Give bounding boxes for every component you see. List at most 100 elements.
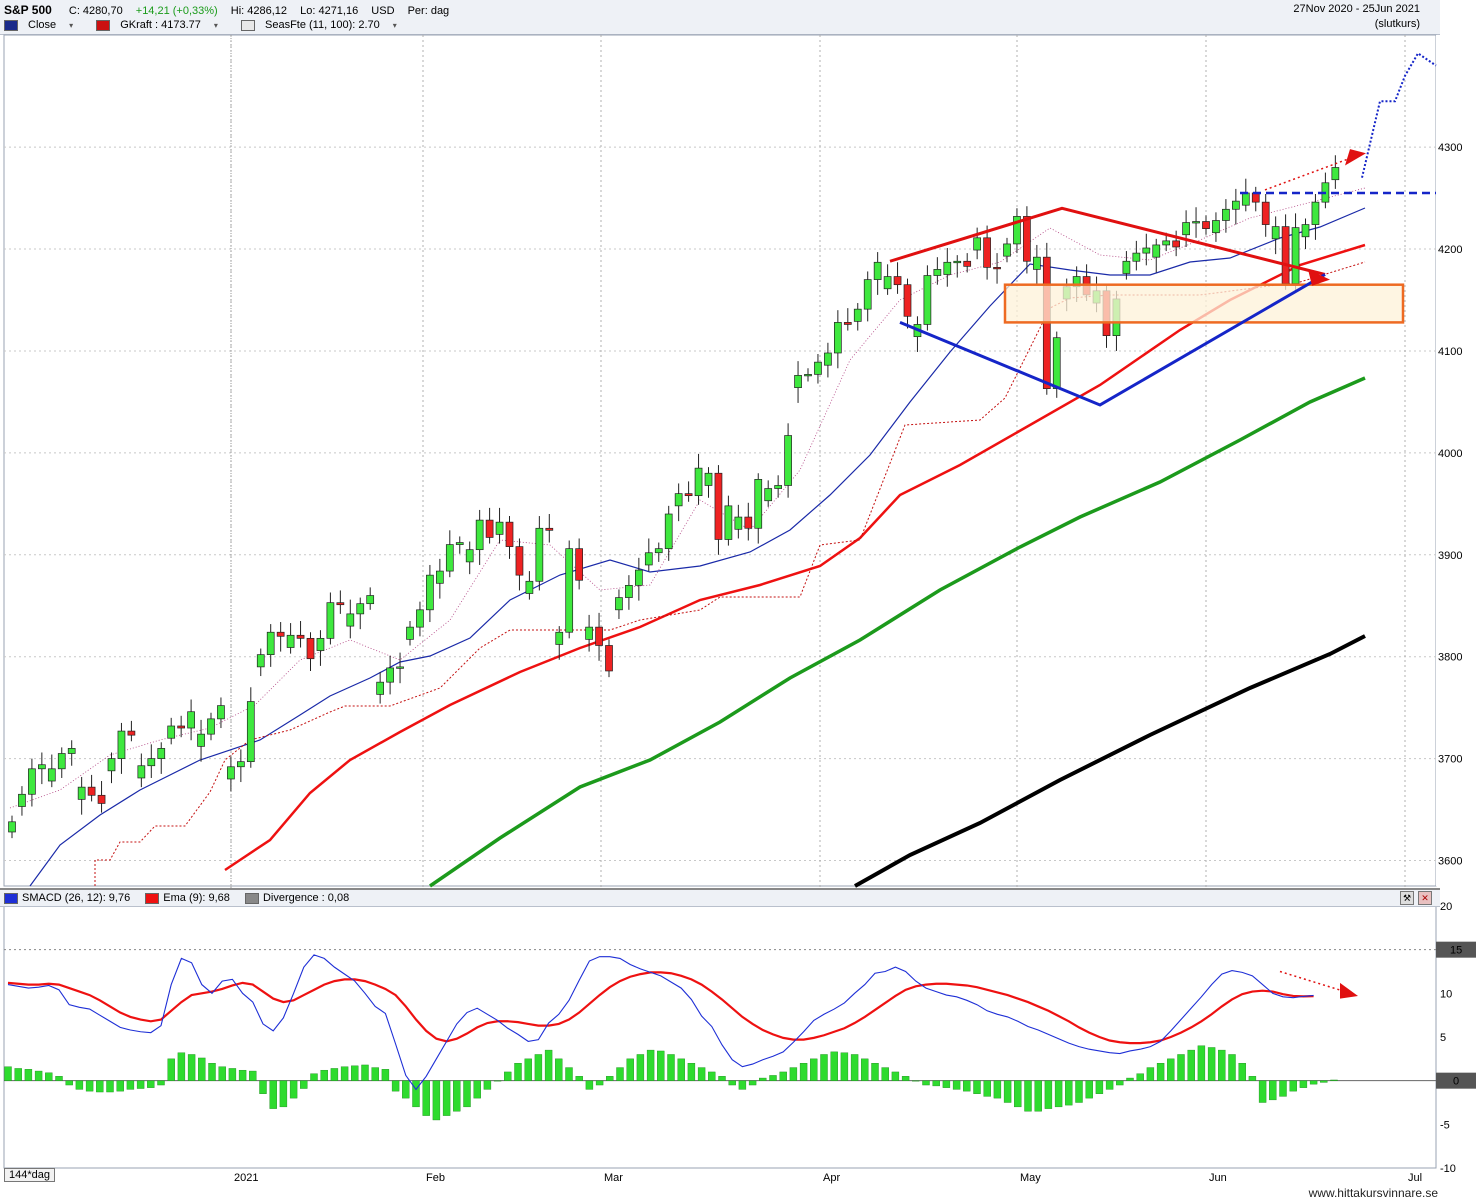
legend-gkraft[interactable]: GKraft : 4173.77 ▾ [96, 19, 228, 31]
candle-body [197, 733, 205, 747]
candle-body [505, 521, 514, 547]
candle-body [1231, 200, 1240, 210]
divergence-bar [126, 1080, 135, 1090]
candle-body [465, 549, 474, 563]
divergence-bar [667, 1054, 675, 1081]
candle-body [28, 768, 36, 795]
close-icon[interactable]: ✕ [1418, 891, 1432, 905]
macd-y-tick: -10 [1440, 1163, 1456, 1175]
ma-green-line [429, 376, 1366, 888]
candle-body [983, 237, 991, 268]
divergence-bar [820, 1054, 828, 1081]
candle-body [1291, 227, 1300, 285]
macd-y-tick: 20 [1440, 901, 1452, 913]
candle-body [1192, 221, 1200, 224]
candle-body [555, 631, 564, 645]
candle-body [1241, 192, 1250, 206]
candle-body [565, 548, 574, 633]
divergence-bar [351, 1065, 359, 1081]
red-projection-arrow [1264, 157, 1351, 191]
divergence-bar [1156, 1062, 1165, 1081]
divergence-bar [453, 1080, 461, 1112]
candle-body [764, 488, 773, 502]
candle-body [1331, 167, 1340, 181]
candle-body [1142, 247, 1151, 254]
candle-body [1202, 221, 1210, 229]
wrench-icon[interactable]: ⚒ [1400, 891, 1414, 905]
candle-body [804, 374, 812, 377]
candle-body [605, 645, 613, 672]
candle-body [107, 758, 116, 772]
candle-body [754, 479, 763, 529]
legend-seasfte[interactable]: SeasFte (11, 100): 2.70 ▾ [241, 19, 407, 31]
chevron-down-icon[interactable]: ▾ [69, 21, 74, 30]
candle-body [515, 546, 524, 576]
divergence-bar [1279, 1080, 1287, 1097]
candle-body [1182, 222, 1190, 236]
divergence-bar [55, 1076, 63, 1081]
divergence-bar [1065, 1080, 1073, 1106]
divergence-bar [759, 1077, 767, 1081]
divergence-bar [463, 1080, 471, 1108]
y-tick-label: 3600 [1438, 856, 1462, 868]
divergence-bar [361, 1064, 369, 1081]
candle-body [67, 748, 76, 754]
chevron-down-icon[interactable]: ▾ [213, 21, 218, 30]
divergence-bar [218, 1066, 226, 1081]
divergence-bar [504, 1071, 512, 1081]
divergence-bar [422, 1080, 430, 1116]
divergence-bar [1228, 1054, 1236, 1081]
candle-body [615, 597, 623, 611]
candle-body [1172, 240, 1181, 248]
divergence-bar [850, 1054, 859, 1081]
candle-body [734, 516, 743, 530]
divergence-bar [595, 1080, 604, 1086]
candle-body [87, 786, 96, 796]
divergence-bar [677, 1058, 685, 1081]
divergence-bar [391, 1080, 400, 1092]
y-tick-label: 4300 [1438, 142, 1462, 154]
candle-body [863, 279, 872, 310]
divergence-bar [371, 1067, 379, 1081]
low-value: Lo: 4271,16 [300, 5, 359, 17]
candle-body [525, 580, 534, 594]
legend-smacd[interactable]: SMACD (26, 12): 9,76 [4, 892, 130, 904]
chevron-down-icon[interactable]: ▾ [392, 21, 397, 30]
divergence-bar [340, 1066, 349, 1081]
divergence-bar [626, 1058, 634, 1081]
candle-body [18, 793, 26, 807]
candle-body [1222, 208, 1230, 221]
legend-close[interactable]: Close ▾ [4, 19, 83, 31]
macd-highlight-0 [1436, 1072, 1476, 1089]
x-tick-label: Mar [604, 1172, 623, 1184]
divergence-bar [912, 1080, 920, 1082]
macd-down-arrow [1279, 970, 1346, 993]
divergence-bar [116, 1080, 124, 1092]
divergence-bar [1085, 1080, 1093, 1099]
legend-divergence[interactable]: Divergence : 0,08 [244, 892, 349, 904]
candle-body [714, 472, 723, 540]
divergence-bar [1167, 1058, 1175, 1081]
divergence-bar [147, 1080, 155, 1088]
legend-ema[interactable]: Ema (9): 9,68 [145, 892, 230, 904]
candle-body [157, 748, 166, 759]
divergence-bar [177, 1052, 186, 1081]
divergence-bar [514, 1062, 522, 1081]
divergence-bar [75, 1080, 84, 1090]
divergence-bar [871, 1062, 879, 1081]
candle-body [873, 261, 882, 280]
divergence-bar [748, 1080, 757, 1086]
x-tick-label: Apr [823, 1172, 840, 1184]
divergence-bar [473, 1080, 481, 1099]
divergence-bar [1126, 1077, 1134, 1081]
close-value: C: 4280,70 [68, 5, 123, 17]
timeframe-badge: 144*dag [4, 1168, 55, 1182]
divergence-bar [1299, 1080, 1308, 1088]
macd-y-tick: 5 [1440, 1032, 1446, 1044]
divergence-bar [493, 1080, 502, 1082]
price-mode: (slutkurs) [1374, 18, 1420, 30]
divergence-bar [24, 1069, 33, 1081]
divergence-bar [718, 1076, 726, 1081]
red-trendline [889, 206, 1326, 276]
quote-row: S&P 500 C: 4280,70 +14,21 (+0,33%) Hi: 4… [4, 3, 459, 17]
